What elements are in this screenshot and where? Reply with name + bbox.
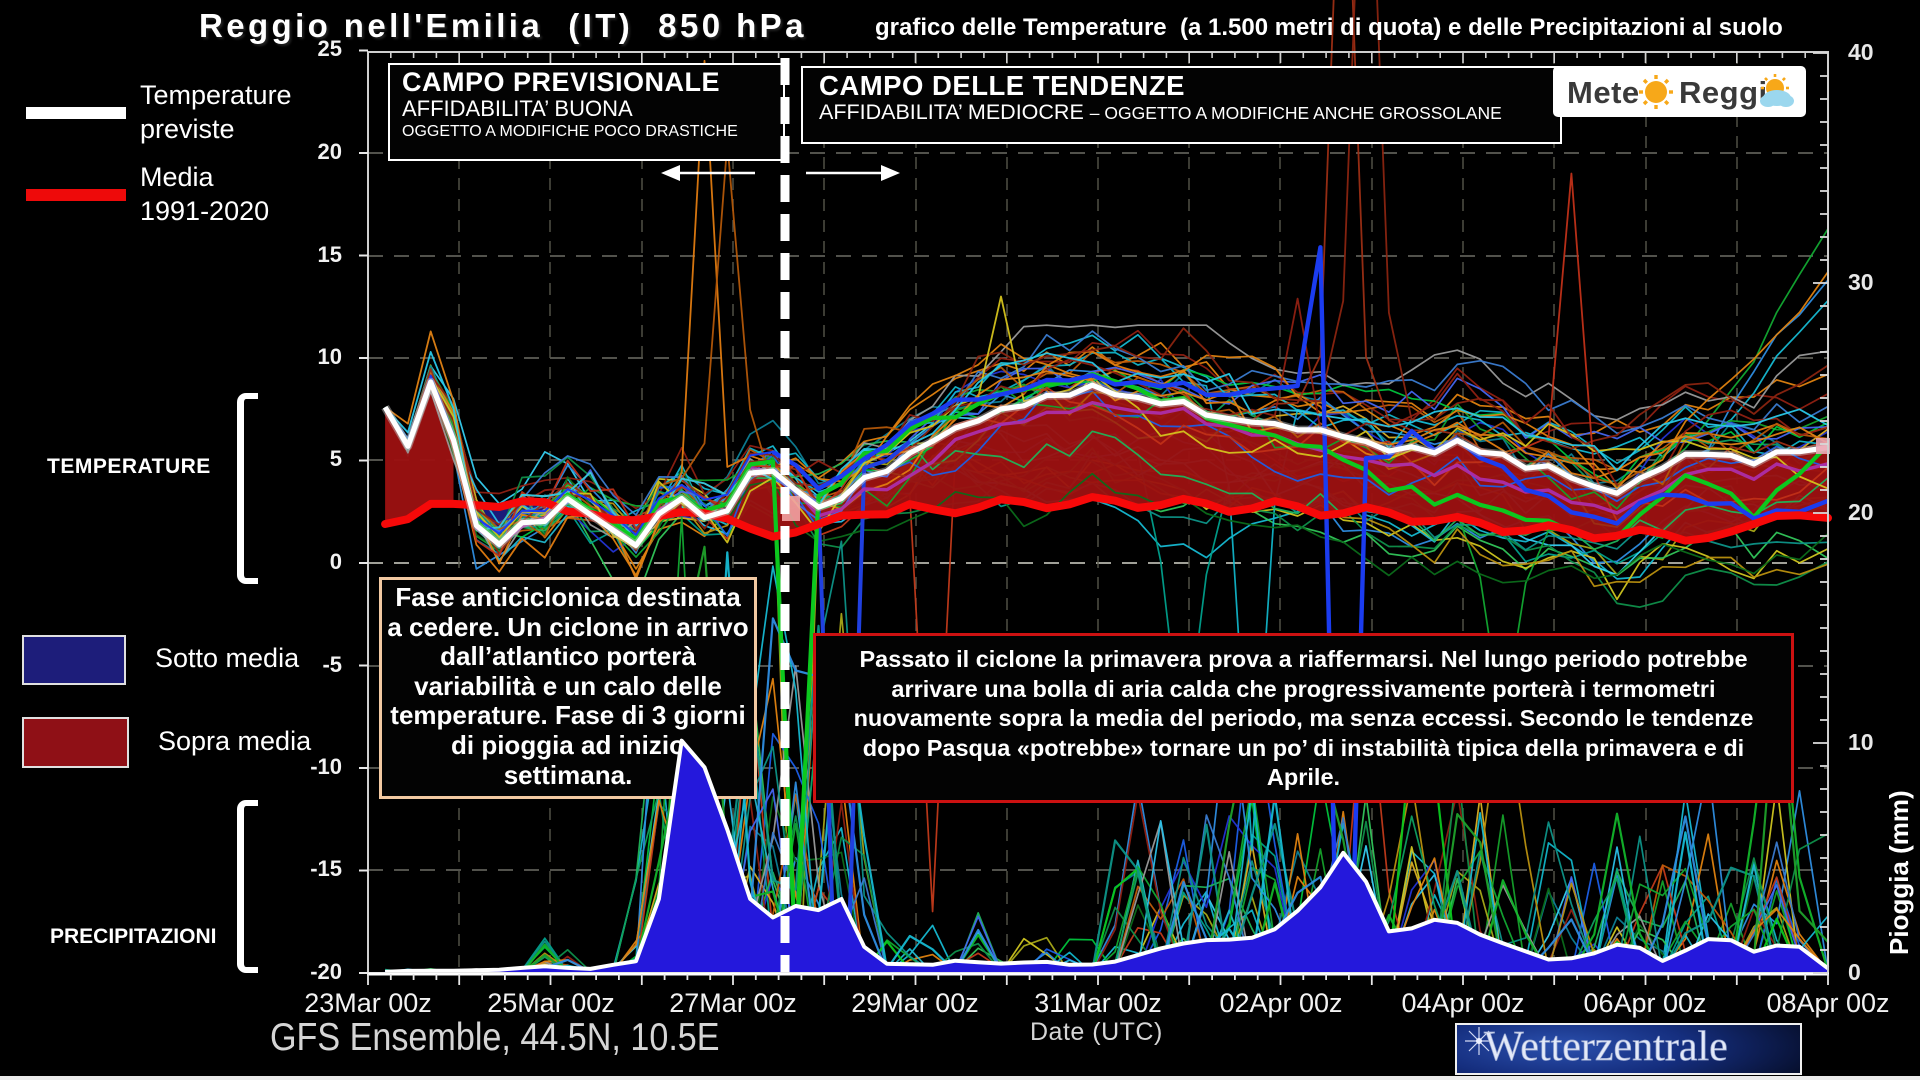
svg-text:Wetterzentrale: Wetterzentrale (1484, 1025, 1728, 1069)
svg-text:Reggi: Reggi (1679, 75, 1768, 110)
svg-text:Mete: Mete (1567, 75, 1640, 110)
